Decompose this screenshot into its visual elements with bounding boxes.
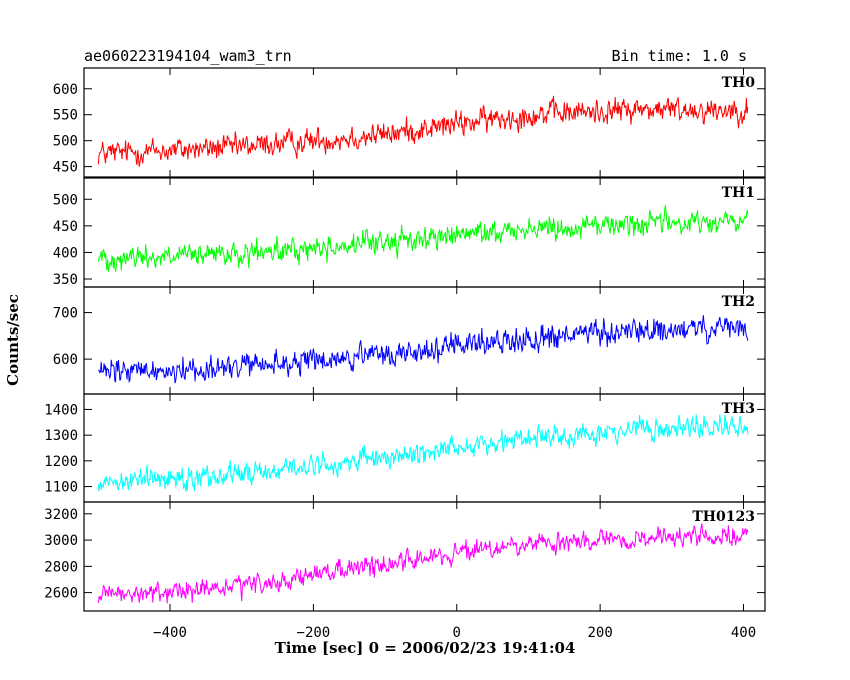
x-axis-label: Time [sec] 0 = 2006/02/23 19:41:04 [275,639,576,657]
x-tick-label: 200 [587,625,612,641]
panel-th3: 1100 1200 1300 1400 TH3 [44,393,766,503]
y-tick-label: 1100 [44,480,78,496]
series-line-th0 [97,95,749,167]
panel-label-th1: TH1 [722,185,755,201]
panel-frame [83,67,766,178]
y-tick-label: 600 [53,352,78,368]
panels-group: 450 500 550 600 TH0 350 400 450 500 TH1 600 700 TH2 1… [44,67,766,612]
panel-frame [83,501,766,612]
series-line-th1 [97,205,749,272]
y-tick-label: 3000 [44,533,78,549]
series-line-th2 [98,315,749,384]
y-tick-label: 2800 [44,559,78,575]
panel-frame [83,286,766,395]
y-axis-label: Counts/sec [4,294,22,386]
panel-th0123: 2600 2800 3000 3200 TH0123 [44,501,766,612]
y-tick-label: 500 [53,192,78,208]
bin-time-label: Bin time: 1.0 s [612,47,747,65]
x-tick-label: 0 [453,625,461,641]
y-tick-label: 1300 [44,428,78,444]
y-tick-label: 450 [53,219,78,235]
chart-title: ae060223194104_wam3_trn [84,47,292,65]
y-tick-label: 700 [53,306,78,322]
series-line-th3 [97,414,749,492]
panel-label-th2: TH2 [722,294,755,310]
panel-label-th0123: TH0123 [692,509,755,525]
panel-th0: 450 500 550 600 TH0 [53,67,766,178]
y-tick-label: 1200 [44,454,78,470]
panel-th1: 350 400 450 500 TH1 [53,177,766,288]
y-tick-label: 450 [53,160,78,176]
x-tick-label: 400 [731,625,756,641]
y-tick-label: 600 [53,82,78,98]
y-tick-label: 1400 [44,402,78,418]
x-tick-labels: −400 −200 0 200 400 [153,625,756,641]
y-tick-label: 350 [53,272,78,288]
panel-th2: 600 700 TH2 [53,286,766,395]
y-tick-label: 550 [53,108,78,124]
y-tick-label: 2600 [44,586,78,602]
panel-label-th3: TH3 [722,401,755,417]
y-tick-label: 500 [53,134,78,150]
panel-label-th0: TH0 [722,75,756,91]
x-tick-label: −400 [153,625,187,641]
x-tick-label: −200 [297,625,331,641]
y-tick-label: 400 [53,245,78,261]
series-line-th0123 [97,523,749,604]
y-tick-label: 3200 [44,507,78,523]
